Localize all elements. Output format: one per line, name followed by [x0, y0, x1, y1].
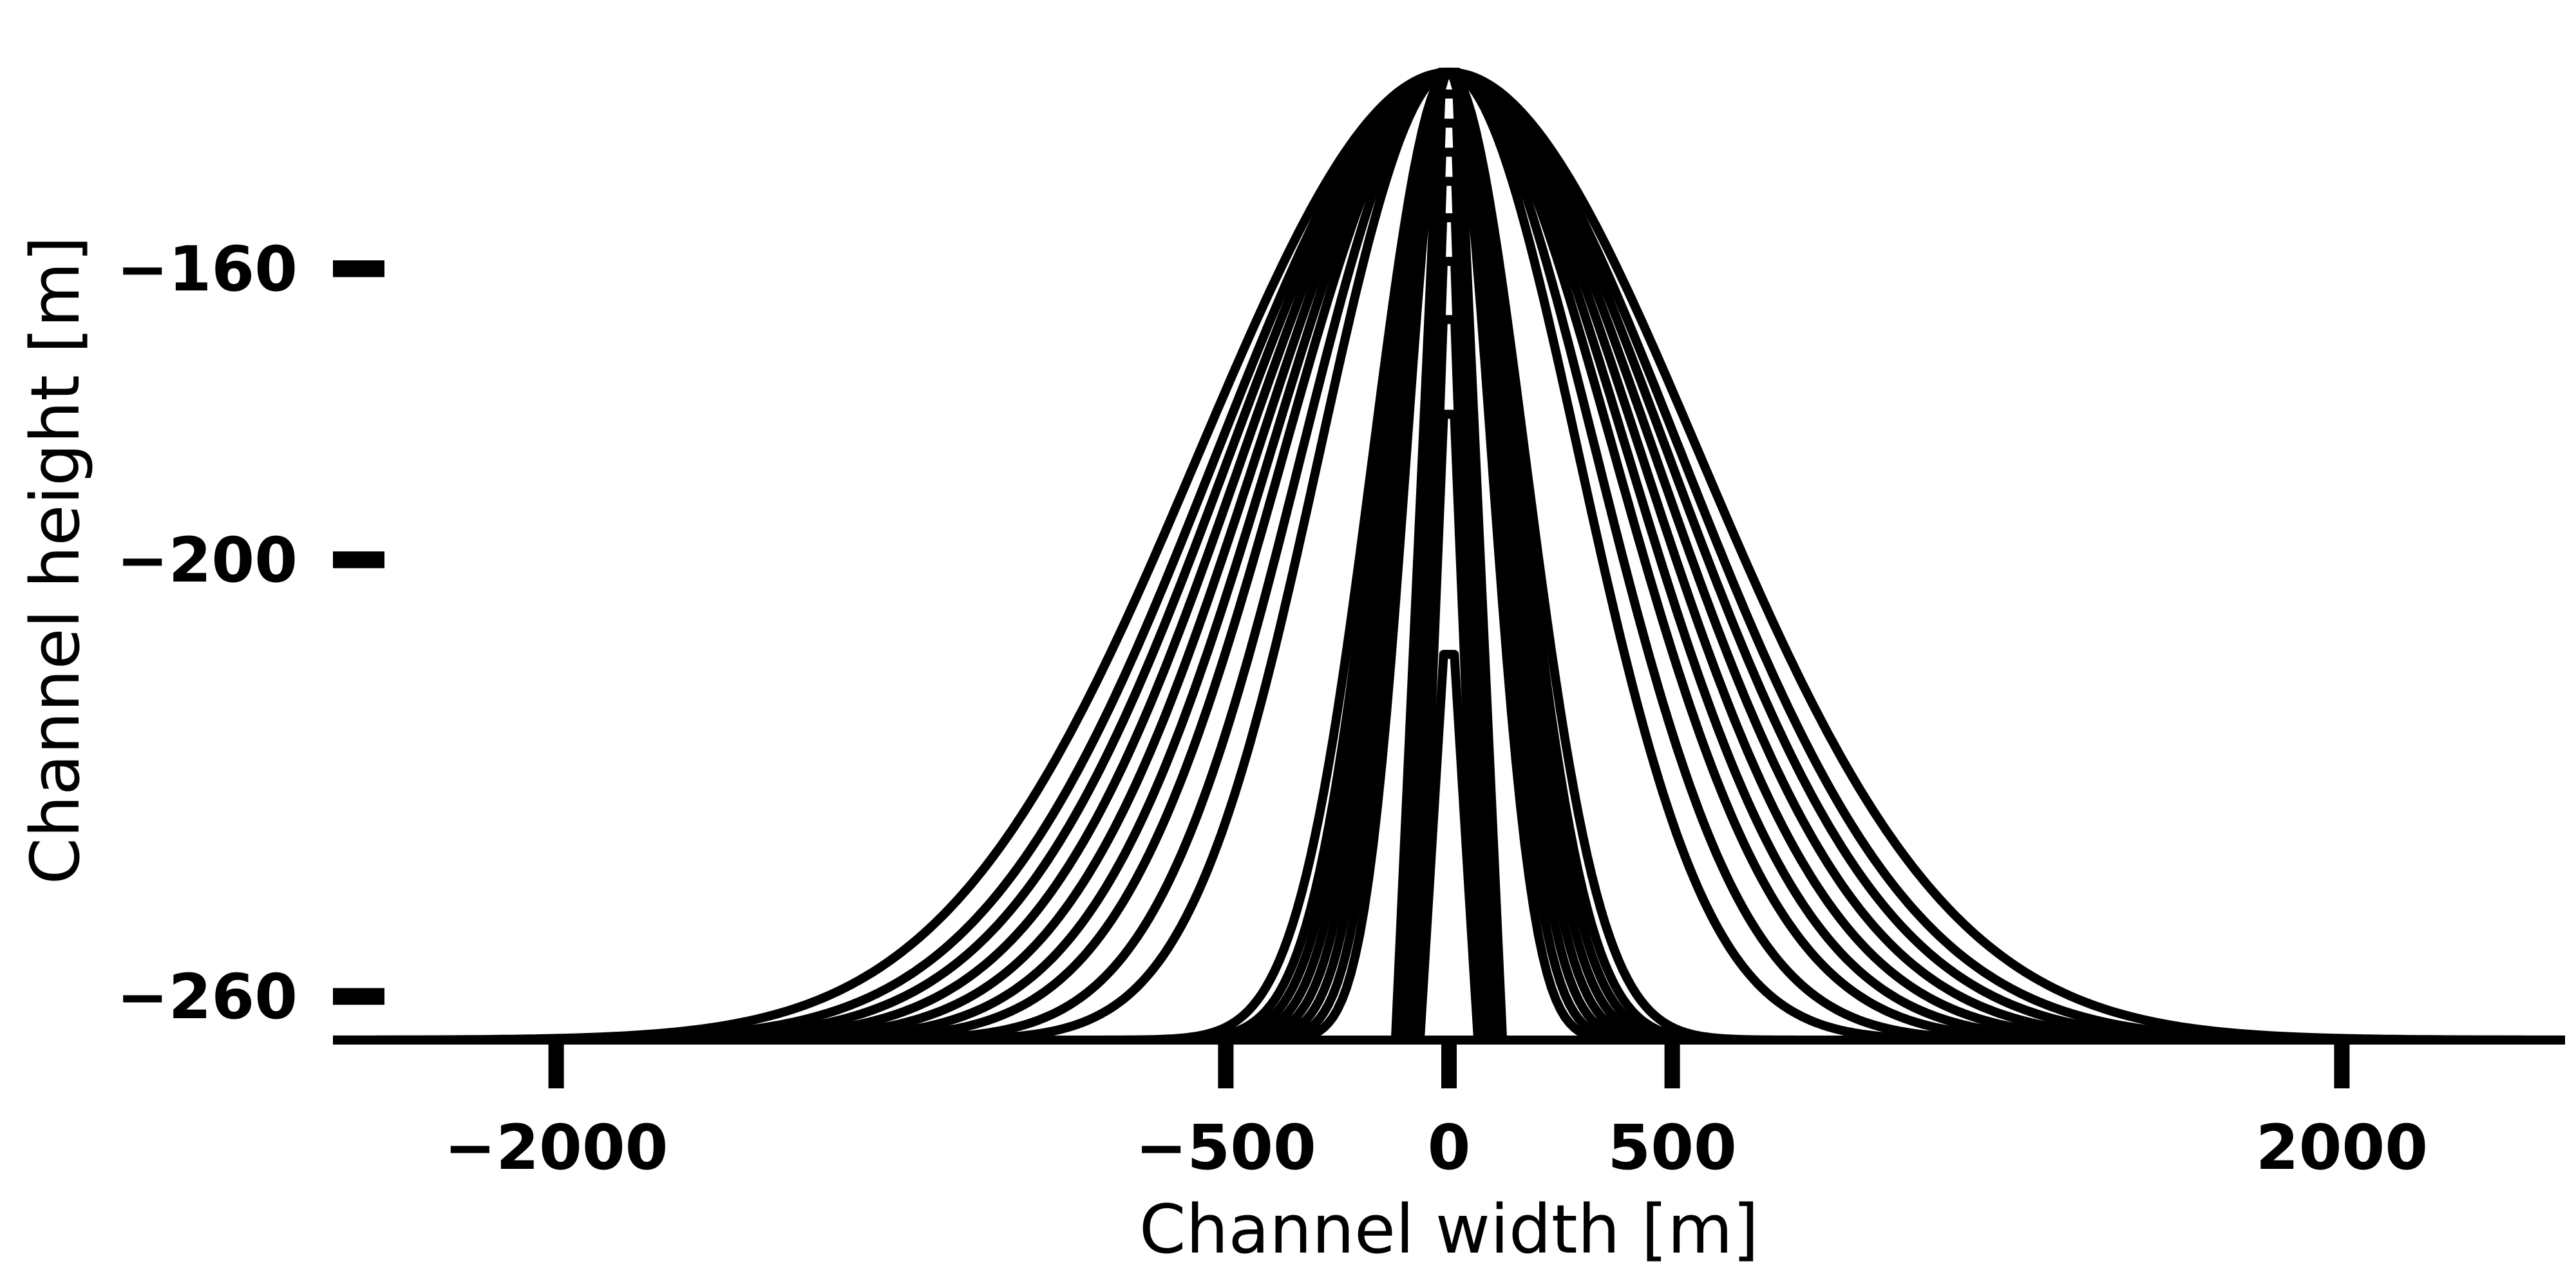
x-tick-label-3: 500 [1607, 1112, 1736, 1184]
x-axis-label: Channel width [m] [1139, 1190, 1759, 1269]
steep-profile-25 [1413, 410, 1485, 1041]
y-tick-label-0: −160 [117, 233, 298, 305]
x-tick-label-0: −2000 [444, 1112, 668, 1184]
y-tick-label-1: −200 [117, 524, 298, 596]
x-tick-label-1: −500 [1135, 1112, 1316, 1184]
axis-ticks: −2000 −500 0 500 2000 −160 −200 −260 [117, 233, 2428, 1184]
steep-profile-26 [1415, 650, 1483, 1041]
x-tick-label-2: 0 [1428, 1112, 1471, 1184]
profile-lines [332, 68, 2566, 1045]
y-tick-label-2: −260 [117, 961, 298, 1033]
y-axis-label: Channel height [m] [16, 236, 95, 884]
x-tick-label-4: 2000 [2256, 1112, 2428, 1184]
